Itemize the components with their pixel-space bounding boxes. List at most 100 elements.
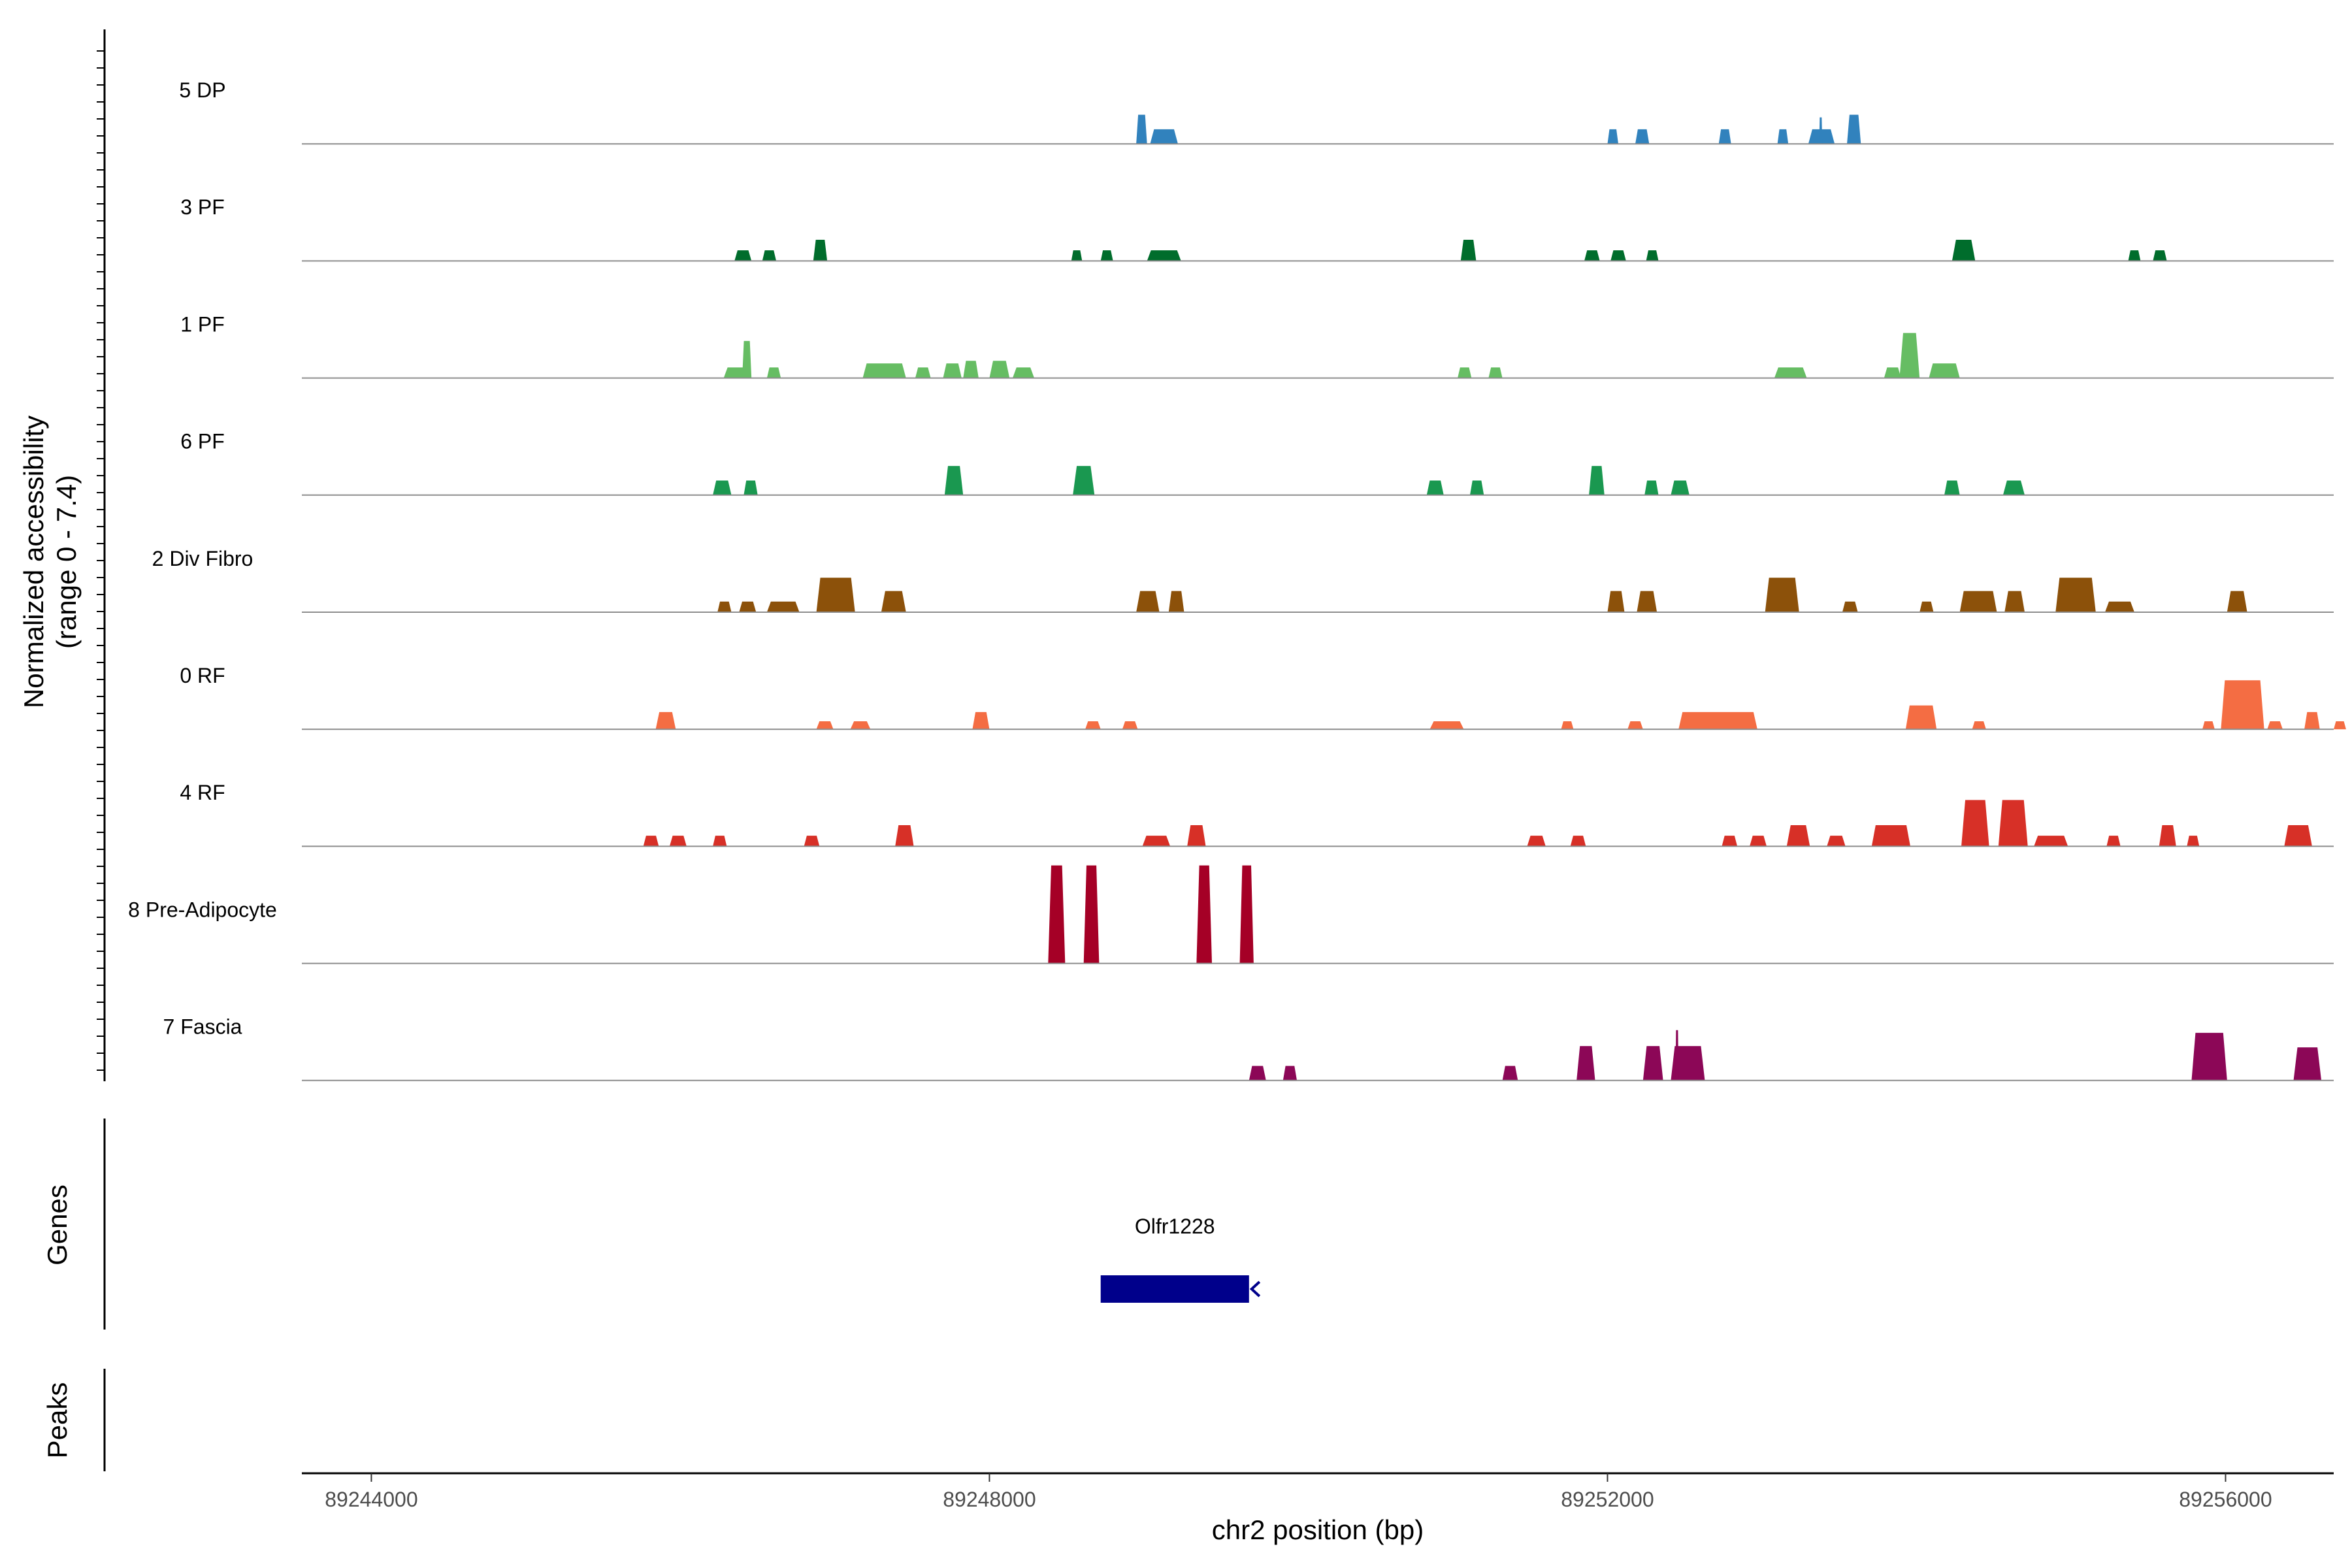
coverage-peak	[1959, 591, 1997, 612]
coverage-peak	[2004, 591, 2025, 612]
coverage-peak	[1972, 721, 1986, 730]
track-0-rf: 0 RF	[180, 664, 2346, 730]
coverage-peak	[1777, 129, 1789, 144]
coverage-peak	[1083, 865, 1100, 964]
coverage-peak	[1122, 721, 1138, 730]
coverage-peak	[963, 361, 979, 378]
x-tick-label: 89248000	[943, 1488, 1036, 1511]
gene-olfr1228: Olfr1228	[1100, 1215, 1261, 1303]
coverage-peak	[1637, 591, 1658, 612]
coverage-peak	[2202, 721, 2215, 730]
track-label: 4 RF	[180, 781, 225, 804]
coverage-peak	[1842, 601, 1858, 612]
coverage-peak	[2055, 578, 2096, 612]
track-label: 0 RF	[180, 664, 225, 687]
track-3-pf: 3 PF	[180, 195, 2334, 262]
coverage-peak	[915, 367, 931, 378]
gene-body	[1100, 1275, 1249, 1303]
coverage-peak	[1576, 1046, 1595, 1081]
coverage-peak	[1871, 825, 1910, 847]
coverage-peak	[1610, 250, 1626, 261]
coverage-peak	[2106, 836, 2121, 847]
y-axis-title-line-1: Normalized accessibility	[18, 416, 49, 708]
coverage-peak	[1142, 836, 1171, 847]
coverage-peak	[816, 721, 834, 730]
coverage-peak	[1899, 333, 1920, 378]
coverage-peak	[2002, 480, 2025, 495]
coverage-peak	[2191, 1032, 2227, 1081]
coverage-peak	[816, 578, 855, 612]
track-label: 8 Pre-Adipocyte	[128, 898, 277, 921]
coverage-peak	[1239, 865, 1254, 964]
coverage-peak	[1426, 480, 1444, 495]
coverage-peak	[2153, 250, 2167, 261]
coverage-peak	[1675, 1030, 1679, 1081]
coverage-peak	[1944, 480, 1960, 495]
coverage-peak	[1678, 711, 1757, 730]
coverage-peak	[2128, 250, 2141, 261]
coverage-peak	[739, 601, 757, 612]
coverage-peak	[1765, 578, 1799, 612]
coverage-peak	[2267, 721, 2283, 730]
coverage-peak	[1847, 114, 1861, 144]
coverage-peak	[1884, 367, 1901, 378]
x-axis-ticks: 89244000 89248000 89252000 89256000	[325, 1473, 2272, 1511]
coverage-peak	[1100, 250, 1113, 261]
coverage-peak	[1136, 114, 1147, 144]
coverage-peak	[1488, 367, 1503, 378]
coverage-peak	[1671, 480, 1690, 495]
coverage-peak	[1012, 367, 1035, 378]
coverage-peak	[1085, 721, 1101, 730]
coverage-peak	[972, 711, 990, 730]
coverage-peak	[1469, 480, 1484, 495]
gene-label: Olfr1228	[1135, 1215, 1215, 1238]
coverage-peak	[1147, 250, 1181, 261]
coverage-peak	[766, 601, 800, 612]
coverage-y-axis-ticks	[97, 50, 105, 1071]
coverage-peak	[1642, 1046, 1663, 1081]
coverage-peak	[943, 363, 962, 378]
coverage-peak	[743, 480, 758, 495]
coverage-peak	[2221, 680, 2264, 730]
coverage-peak	[1750, 836, 1767, 847]
coverage-peak	[2159, 825, 2176, 847]
coverage-peak	[2284, 825, 2312, 847]
y-axis-title: Normalized accessibility (range 0 - 7.4)	[18, 416, 82, 708]
coverage-peak	[1827, 836, 1846, 847]
genes-panel-title: Genes	[42, 1184, 73, 1266]
coverage-peak	[1282, 1066, 1298, 1081]
y-axis-title-line-2: (range 0 - 7.4)	[51, 475, 82, 649]
coverage-peak	[1048, 865, 1066, 964]
coverage-peak	[2227, 591, 2247, 612]
coverage-peak	[1150, 129, 1178, 144]
x-tick-label: 89252000	[1561, 1488, 1654, 1511]
coverage-peak	[1998, 800, 2028, 847]
coverage-peak	[1644, 480, 1659, 495]
coverage-peak	[643, 836, 659, 847]
coverage-peak	[1774, 367, 1807, 378]
track-1-pf: 1 PF	[180, 312, 2334, 379]
coverage-peak	[989, 361, 1010, 378]
peaks-panel-title: Peaks	[42, 1382, 73, 1459]
coverage-peak	[804, 836, 820, 847]
coverage-peak	[717, 601, 732, 612]
coverage-peak	[766, 367, 781, 378]
coverage-peak	[2187, 836, 2200, 847]
coverage-peak	[734, 250, 752, 261]
coverage-peak	[742, 340, 752, 378]
coverage-peak	[944, 466, 964, 495]
track-label: 7 Fascia	[163, 1015, 242, 1039]
track-2-div-fibro: 2 Div Fibro	[152, 547, 2334, 613]
coverage-peak	[1961, 800, 1989, 847]
coverage-peak	[1460, 239, 1477, 261]
coverage-peak	[1458, 367, 1472, 378]
coverage-peak	[2104, 601, 2134, 612]
coverage-peak	[1607, 129, 1618, 144]
coverage-peak	[1929, 363, 1960, 378]
coverage-peak	[862, 363, 906, 378]
coverage-peak	[1722, 836, 1738, 847]
coverage-peak	[1429, 721, 1464, 730]
x-tick-label: 89244000	[325, 1488, 417, 1511]
coverage-peak	[713, 836, 727, 847]
